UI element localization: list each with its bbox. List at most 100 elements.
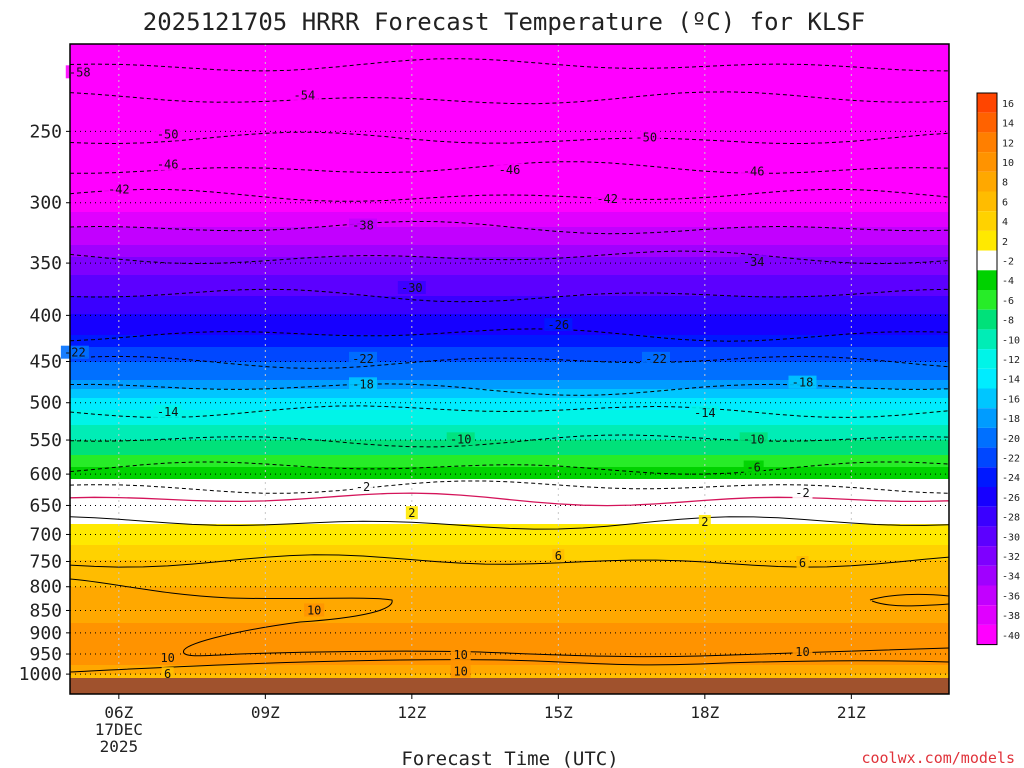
temperature-band: [70, 509, 949, 513]
temperature-band: [70, 272, 949, 276]
colorbar-swatch: [977, 191, 997, 212]
temperature-band: [70, 413, 949, 417]
temperature-band: [70, 251, 949, 255]
temperature-band: [70, 68, 949, 72]
temperature-band: [70, 518, 949, 522]
temperature-band: [70, 473, 949, 477]
temperature-band: [70, 656, 949, 660]
temperature-band: [70, 521, 949, 525]
x-tick-label: 12Z: [397, 703, 426, 722]
temperature-band: [70, 479, 949, 483]
temperature-band: [70, 182, 949, 186]
temperature-band: [70, 200, 949, 204]
temperature-band: [70, 47, 949, 51]
temperature-band: [70, 245, 949, 249]
colorbar-swatch: [977, 546, 997, 566]
temperature-band: [70, 62, 949, 66]
temperature-band: [70, 470, 949, 474]
y-tick-label: 400: [29, 305, 62, 326]
temperature-band: [70, 512, 949, 516]
colorbar-label: -38: [1002, 611, 1020, 622]
temperature-band: [70, 110, 949, 114]
temperature-band: [70, 236, 949, 240]
temperature-band: [70, 320, 949, 324]
temperature-band: [70, 314, 949, 318]
temperature-band: [70, 155, 949, 159]
y-tick-label: 700: [29, 524, 62, 545]
temperature-band: [70, 641, 949, 645]
contour-label: 6: [555, 549, 562, 563]
temperature-band: [70, 560, 949, 564]
temperature-band: [70, 278, 949, 282]
contour-label: 10: [453, 665, 467, 679]
colorbar-swatch: [977, 506, 997, 527]
temperature-band: [70, 149, 949, 153]
colorbar-label: -20: [1002, 434, 1020, 445]
temperature-band: [70, 668, 949, 672]
temperature-band: [70, 575, 949, 579]
temperature-band: [70, 89, 949, 93]
contour-label-bg: [698, 514, 711, 528]
contour-label: -30: [401, 281, 423, 295]
temperature-band: [70, 458, 949, 462]
isotherm-line-warm: [69, 578, 950, 658]
contour-label-bg: [739, 254, 768, 268]
temperature-band: [70, 113, 949, 117]
temperature-band: [70, 620, 949, 624]
y-tick-label: 650: [29, 495, 62, 516]
temperature-band: [70, 452, 949, 456]
contour-label-bg: [349, 351, 377, 365]
contour-label-bg: [153, 157, 182, 171]
temperature-band: [70, 341, 949, 345]
temperature-band: [70, 671, 949, 675]
temperature-band: [70, 224, 949, 228]
contour-label-bg: [153, 405, 182, 419]
temperature-band: [70, 50, 949, 54]
temperature-band: [70, 140, 949, 144]
x-date-label: 2025: [100, 737, 139, 756]
temperature-band: [70, 434, 949, 438]
colorbar-swatch: [977, 526, 997, 547]
temperature-band: [70, 83, 949, 87]
temperature-band: [70, 107, 949, 111]
colorbar-label: -40: [1002, 631, 1020, 642]
temperature-band: [70, 617, 949, 621]
temperature-band: [70, 260, 949, 264]
contour-label-bg: [161, 667, 174, 681]
temperature-band: [70, 461, 949, 465]
contour-label: -42: [108, 182, 130, 196]
colorbar-label: -30: [1002, 532, 1020, 543]
contour-label: -22: [64, 346, 86, 360]
colorbar-label: -32: [1002, 552, 1020, 563]
temperature-band: [70, 356, 949, 360]
y-tick-label: 1000: [19, 664, 62, 685]
colorbar-swatch: [977, 112, 997, 133]
temperature-band: [70, 614, 949, 618]
temperature-band: [70, 350, 949, 354]
temperature-band: [70, 524, 949, 528]
temperature-band: [70, 308, 949, 312]
colorbar-label: 10: [1002, 158, 1014, 169]
temperature-band: [70, 188, 949, 192]
contour-label-bg: [792, 644, 813, 658]
temperature-band: [70, 206, 949, 210]
temperature-band: [70, 122, 949, 126]
temperature-band: [70, 566, 949, 570]
temperature-band: [70, 317, 949, 321]
temperature-band: [70, 491, 949, 495]
colorbar-swatch: [977, 270, 997, 290]
y-tick-label: 600: [29, 464, 62, 485]
temperature-band: [70, 152, 949, 156]
chart-title: 2025121705 HRRR Forecast Temperature (ºC…: [143, 8, 865, 36]
contour-label: -14: [694, 406, 716, 420]
temperature-band: [70, 275, 949, 279]
colorbar-swatch: [977, 467, 997, 487]
temperature-band: [70, 428, 949, 432]
colorbar-swatch: [977, 290, 997, 310]
contour-label-bg: [544, 318, 573, 332]
temperature-band: [70, 422, 949, 426]
colorbar-label: -16: [1002, 394, 1020, 405]
contour-label: -42: [596, 192, 618, 206]
